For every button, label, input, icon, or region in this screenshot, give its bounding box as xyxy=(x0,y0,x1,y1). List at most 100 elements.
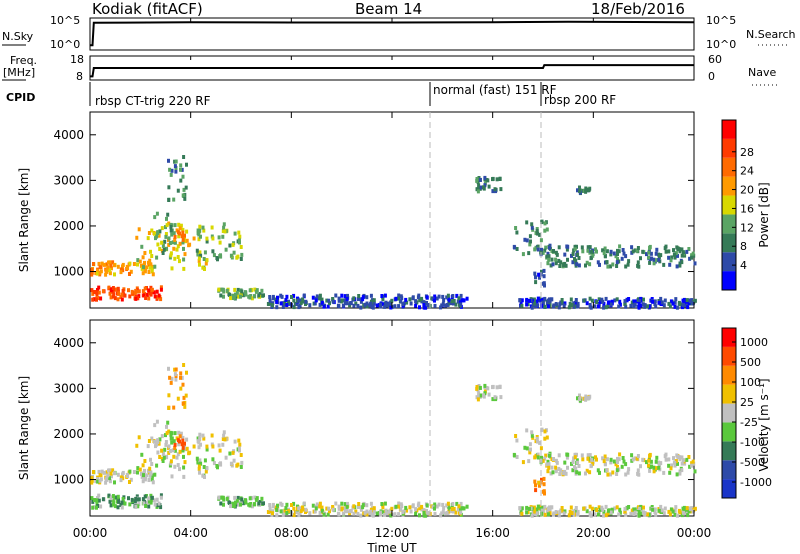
velocity-cell xyxy=(211,444,215,449)
power-cell xyxy=(163,239,167,244)
velocity-cell xyxy=(613,506,617,511)
power-cell xyxy=(632,299,636,304)
power-cell xyxy=(565,244,569,249)
power-cell xyxy=(167,242,171,247)
power-cell xyxy=(651,299,655,304)
power-cell xyxy=(637,264,641,269)
power-colorbar-segment xyxy=(722,252,736,272)
velocity-cell xyxy=(260,496,264,501)
power-cell xyxy=(169,251,173,256)
velocity-cell xyxy=(192,444,196,449)
power-cell xyxy=(624,264,628,269)
power-cell xyxy=(550,297,554,302)
velocity-cell xyxy=(682,508,686,513)
power-cell xyxy=(96,271,100,276)
velocity-cell xyxy=(552,511,556,516)
power-cell xyxy=(652,261,656,266)
power-cell xyxy=(673,252,677,257)
velocity-cell xyxy=(180,375,184,380)
velocity-cell xyxy=(603,461,607,466)
velocity-cell xyxy=(172,439,176,444)
power-cell xyxy=(575,262,579,267)
velocity-cell xyxy=(483,391,487,396)
velocity-cell xyxy=(590,506,594,511)
power-colorbar-tick-label: 8 xyxy=(740,240,747,253)
velocity-cell xyxy=(250,504,254,509)
power-cell xyxy=(606,303,610,308)
velocity-cell xyxy=(361,505,365,510)
power-cell xyxy=(167,158,170,163)
power-cell xyxy=(177,234,181,239)
velocity-cell xyxy=(165,431,169,436)
power-cell xyxy=(143,251,147,255)
velocity-cell xyxy=(304,507,308,512)
power-cell xyxy=(452,298,456,303)
power-cell xyxy=(614,254,618,259)
power-cell xyxy=(585,260,589,265)
power-cell xyxy=(182,266,186,271)
velocity-cell xyxy=(663,506,667,511)
power-cell xyxy=(445,303,449,307)
power-cell xyxy=(525,238,529,243)
velocity-cell xyxy=(399,502,403,507)
power-cell xyxy=(520,303,524,308)
power-cell xyxy=(235,290,239,295)
velocity-cell xyxy=(559,468,563,473)
power-cell xyxy=(150,269,154,274)
power-cell xyxy=(302,293,306,298)
velocity-colorbar-segment xyxy=(722,479,736,498)
velocity-cell xyxy=(152,498,156,503)
power-cell xyxy=(181,193,185,198)
velocity-cell xyxy=(465,504,469,509)
power-cell xyxy=(624,254,628,259)
power-cell xyxy=(146,260,150,265)
velocity-cell xyxy=(678,455,682,460)
velocity-cell xyxy=(181,401,185,406)
power-cell xyxy=(657,255,661,259)
power-cell xyxy=(589,256,593,261)
power-cell xyxy=(205,236,209,241)
power-cell xyxy=(643,303,647,308)
velocity-cell xyxy=(649,459,653,464)
power-cell xyxy=(546,301,549,306)
velocity-cell xyxy=(155,497,159,502)
power-cell xyxy=(365,301,369,306)
velocity-cell xyxy=(451,502,455,506)
velocity-cell xyxy=(181,382,185,387)
velocity-cell xyxy=(198,432,202,437)
velocity-cell xyxy=(170,376,174,381)
velocity-cell xyxy=(680,468,684,473)
velocity-cell xyxy=(363,510,367,515)
velocity-cell xyxy=(440,511,444,516)
velocity-cell xyxy=(691,509,695,514)
power-cell xyxy=(318,293,322,298)
velocity-cell xyxy=(243,498,247,503)
velocity-cell xyxy=(184,393,188,398)
velocity-cell xyxy=(167,366,170,371)
power-cell xyxy=(616,248,619,253)
velocity-cell xyxy=(231,501,235,506)
power-cell xyxy=(331,297,335,301)
power-cell xyxy=(601,248,605,253)
power-cell xyxy=(554,257,558,262)
velocity-cell xyxy=(601,456,605,461)
power-cell xyxy=(540,220,544,225)
power-cell xyxy=(648,260,652,265)
power-cell xyxy=(667,255,671,260)
power-cell xyxy=(315,294,319,299)
velocity-cell xyxy=(687,455,691,459)
velocity-cell xyxy=(179,386,183,391)
power-cell xyxy=(540,247,543,252)
velocity-cell xyxy=(625,506,629,511)
nsky-tick-top: 10^5 xyxy=(50,14,80,27)
velocity-cell xyxy=(238,442,242,447)
power-cell xyxy=(416,295,420,300)
velocity-cell xyxy=(499,395,503,400)
power-cell xyxy=(188,242,192,247)
power-cell xyxy=(535,303,539,308)
power-cell xyxy=(361,295,365,300)
nsky-label: N.Sky xyxy=(2,30,34,43)
power-cell xyxy=(182,246,185,251)
power-cell xyxy=(134,288,138,293)
power-colorbar-segment xyxy=(722,233,736,253)
